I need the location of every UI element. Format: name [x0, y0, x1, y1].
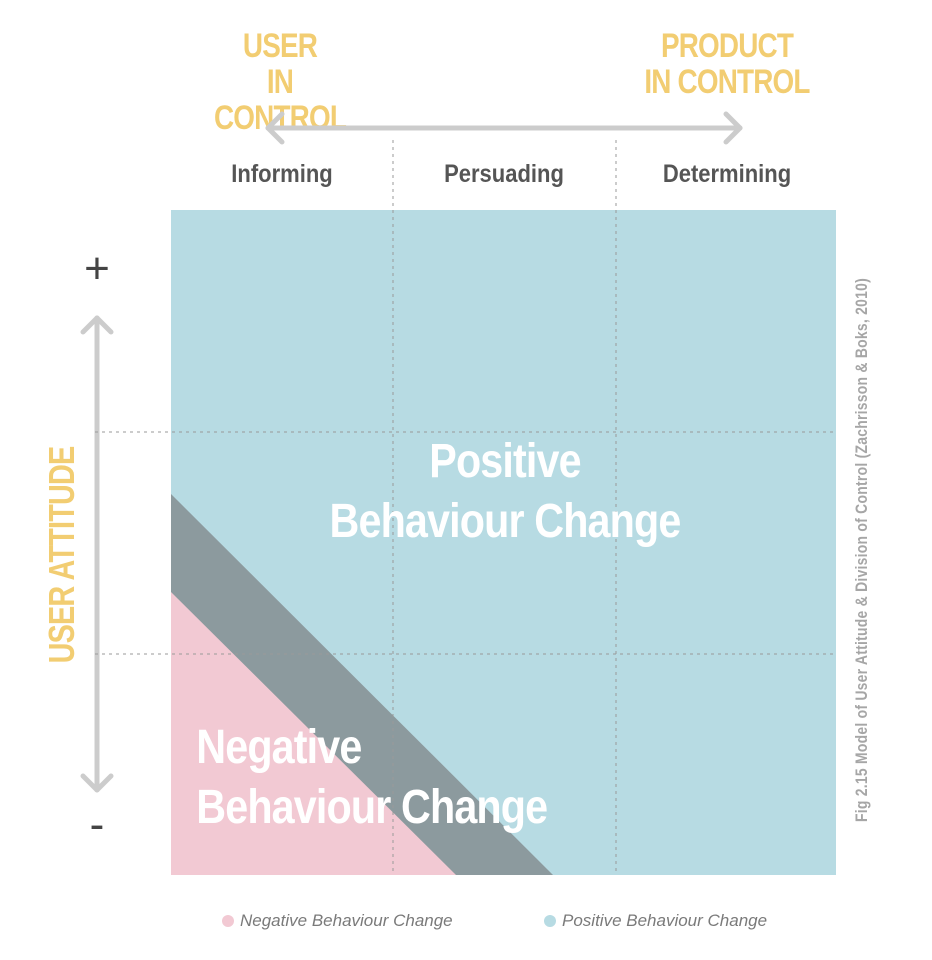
minus-sign: -: [89, 800, 105, 849]
horizontal-grid-lines: [95, 431, 836, 655]
user-in-control-line1: USER: [242, 27, 318, 65]
vertical-double-arrow: [80, 315, 114, 793]
positive-region-label: Positive Behaviour Change: [320, 432, 690, 552]
plus-sign: +: [84, 244, 110, 293]
legend-label-negative: Negative Behaviour Change: [240, 911, 453, 930]
negative-region: [171, 592, 456, 875]
negative-label-line1: Negative: [196, 721, 362, 774]
legend-label-positive: Positive Behaviour Change: [562, 911, 768, 930]
figure-caption: Fig 2.15 Model of User Attitude & Divisi…: [852, 277, 871, 823]
product-in-control-line2: IN CONTROL: [644, 63, 810, 101]
horizontal-double-arrow: [265, 111, 743, 145]
column-header-persuading: Persuading: [444, 160, 564, 188]
product-in-control-line1: PRODUCT: [660, 27, 794, 65]
legend-dot-positive: [544, 915, 556, 927]
legend-item-negative: Negative Behaviour Change: [222, 911, 453, 931]
negative-region-label: Negative Behaviour Change: [155, 718, 551, 838]
positive-label-line1: Positive: [429, 435, 581, 488]
legend-item-positive: Positive Behaviour Change: [544, 911, 767, 931]
positive-label-line2: Behaviour Change: [329, 495, 682, 548]
product-in-control-label: PRODUCT IN CONTROL: [633, 28, 822, 100]
negative-label-line2: Behaviour Change: [196, 781, 548, 834]
user-attitude-label: USER ATTITUDE: [41, 446, 82, 664]
legend-dot-negative: [222, 915, 234, 927]
column-header-informing: Informing: [231, 160, 333, 188]
column-header-determining: Determining: [662, 160, 792, 188]
